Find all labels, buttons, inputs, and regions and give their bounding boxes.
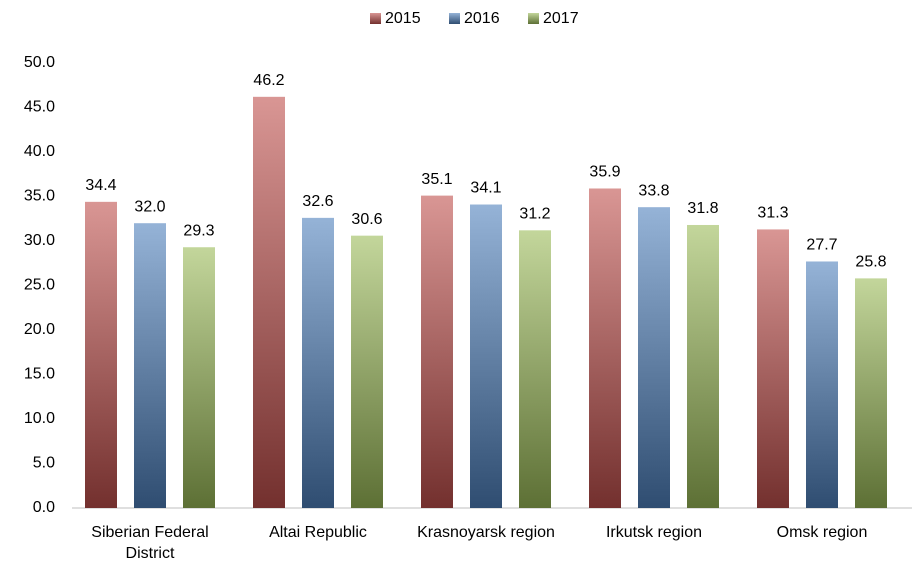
bar [519, 230, 551, 508]
y-tick-label: 50.0 [24, 54, 55, 71]
bar [134, 223, 166, 508]
data-label: 29.3 [183, 222, 214, 239]
bar [806, 261, 838, 508]
bar [638, 207, 670, 508]
data-label: 31.3 [757, 205, 788, 222]
data-label: 35.1 [421, 171, 452, 188]
y-tick-label: 0.0 [33, 499, 55, 516]
bar [470, 204, 502, 508]
data-label: 30.6 [351, 211, 382, 228]
data-label: 32.6 [302, 193, 333, 210]
bar [85, 201, 117, 508]
y-tick-label: 45.0 [24, 99, 55, 116]
y-tick-label: 15.0 [24, 366, 55, 383]
x-tick-label: Irkutsk region [605, 524, 703, 541]
y-tick-label: 10.0 [24, 410, 55, 427]
legend-label: 2016 [464, 10, 500, 27]
bar [687, 224, 719, 509]
data-label: 25.8 [855, 254, 886, 271]
legend-swatch [528, 13, 539, 24]
y-tick-label: 40.0 [24, 143, 55, 160]
bar [421, 195, 453, 509]
x-tick-label: Krasnoyarsk region [417, 524, 555, 541]
bar [589, 188, 621, 509]
y-tick-label: 30.0 [24, 232, 55, 249]
bar [855, 278, 887, 508]
data-label: 31.8 [687, 200, 718, 217]
legend-label: 2015 [385, 10, 421, 27]
data-label: 46.2 [253, 72, 284, 89]
data-label: 35.9 [589, 164, 620, 181]
legend-label: 2017 [543, 10, 579, 27]
data-label: 27.7 [806, 237, 837, 254]
data-label: 34.1 [470, 180, 501, 197]
legend-swatch [370, 13, 381, 24]
bar [302, 217, 334, 509]
x-tick-label: Siberian Federal District [91, 524, 209, 562]
x-tick-label: Altai Republic [269, 524, 367, 541]
x-tick-label: Omsk region [776, 524, 868, 541]
y-tick-label: 35.0 [24, 188, 55, 205]
bar [183, 247, 215, 509]
y-tick-label: 25.0 [24, 277, 55, 294]
data-label: 34.4 [85, 177, 116, 194]
data-label: 33.8 [638, 182, 669, 199]
data-label: 31.2 [519, 206, 550, 223]
bar [351, 235, 383, 508]
y-tick-label: 20.0 [24, 321, 55, 338]
legend-swatch [449, 13, 460, 24]
bar [253, 96, 285, 508]
y-tick-label: 5.0 [33, 455, 55, 472]
data-label: 32.0 [134, 198, 165, 215]
bar [757, 229, 789, 508]
